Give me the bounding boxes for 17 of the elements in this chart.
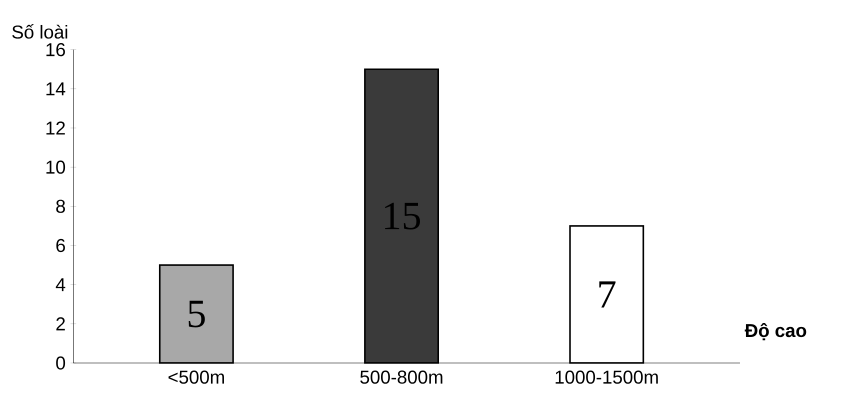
y-tick-label: 12: [46, 121, 65, 135]
y-tick-label: 10: [46, 160, 66, 174]
data-label: 7: [599, 281, 616, 308]
x-tick-label: 1000-1500m: [556, 370, 658, 384]
x-axis-title: Độ cao: [744, 323, 806, 340]
y-tick-label: 8: [56, 200, 65, 213]
data-label: 5: [188, 300, 205, 328]
data-label: 15: [385, 202, 420, 230]
x-tick-label: 500-800m: [360, 370, 442, 384]
y-axis-title: Số loài: [12, 24, 68, 39]
x-tick-label: <500m: [168, 370, 224, 384]
y-tick-label: 0: [56, 356, 66, 370]
y-tick-label: 16: [46, 43, 65, 56]
y-tick-label: 4: [56, 278, 66, 292]
y-tick-label: 2: [56, 317, 65, 330]
y-tick-label: 6: [56, 238, 65, 252]
y-tick-label: 14: [46, 82, 66, 96]
